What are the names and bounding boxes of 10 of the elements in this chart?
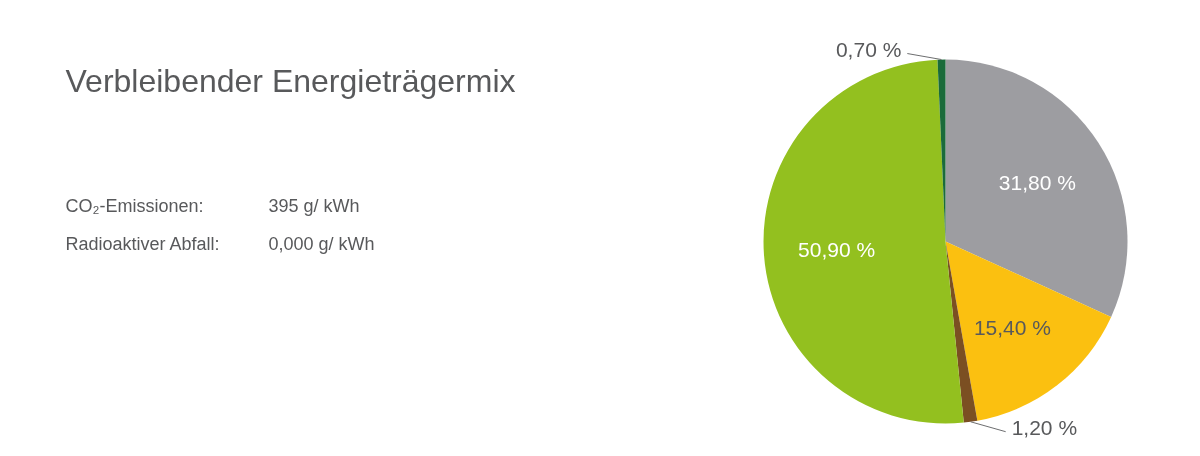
data-label: 0,70 % [835, 38, 902, 62]
text: 0,000 g/ kWh [268, 233, 375, 254]
data-label: 15,40 % [973, 316, 1051, 340]
data-label: 31,80 % [998, 170, 1076, 194]
text: CO₂-Emissionen: [65, 195, 204, 216]
data-label: 50,90 % [798, 237, 876, 261]
text: 395 g/ kWh [268, 195, 360, 216]
text: Verbleibender Energieträgermix [65, 62, 516, 99]
data-label: 1,20 % [1011, 416, 1078, 440]
text: Radioaktiver Abfall: [65, 233, 220, 254]
